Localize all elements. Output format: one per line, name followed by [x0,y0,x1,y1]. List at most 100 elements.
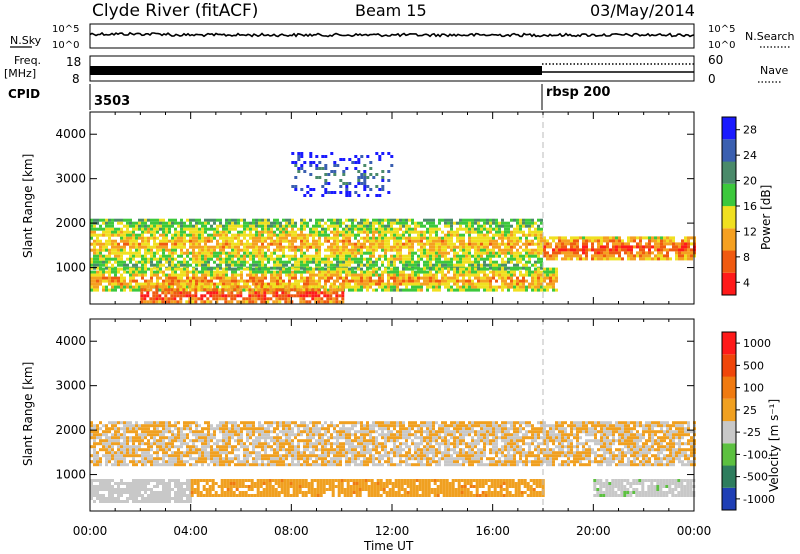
heatmap-cell [179,291,183,295]
heatmap-cell [233,288,237,292]
heatmap-cell [108,460,111,464]
heatmap-cell [666,236,669,240]
heatmap-cell [381,282,384,286]
heatmap-cell [176,300,180,304]
heatmap-cell [294,230,297,234]
heatmap-cell [393,276,396,280]
heatmap-cell [480,279,483,283]
heatmap-cell [266,285,270,289]
heatmap-cell [153,263,156,267]
heatmap-cell [357,170,361,173]
heatmap-cell [678,245,681,249]
heatmap-cell [153,245,156,249]
heatmap-cell [480,254,483,258]
heatmap-cell [132,224,135,228]
heatmap-cell [510,270,513,274]
heatmap-cell [243,263,246,267]
heatmap-cell [537,230,540,234]
heatmap-cell [681,254,684,258]
heatmap-cell [230,288,234,292]
heatmap-cell [546,239,549,243]
heatmap-cell [210,445,213,449]
heatmap-cell [384,233,387,237]
heatmap-cell [162,263,165,267]
heatmap-cell [309,442,312,446]
heatmap-cell [114,230,117,234]
heatmap-cell [171,270,174,274]
heatmap-cell [188,300,192,304]
heatmap-cell [105,218,108,222]
heatmap-cell [132,233,135,237]
heatmap-cell [363,285,366,289]
heatmap-cell [459,260,462,264]
heatmap-cell [291,248,294,252]
heatmap-cell [624,242,627,246]
heatmap-cell [246,282,249,286]
heatmap-cell [129,248,132,252]
heatmap-cell [534,254,537,258]
heatmap-cell [288,276,291,280]
heatmap-cell [336,245,339,249]
heatmap-cell [162,224,165,228]
heatmap-cell [552,248,555,252]
heatmap-cell [300,273,303,277]
heatmap-cell [257,297,261,301]
heatmap-cell [426,270,429,274]
heatmap-cell [489,248,492,252]
heatmap-cell [441,245,444,249]
heatmap-cell [528,285,531,289]
heatmap-cell [450,263,453,267]
heatmap-cell [120,257,123,261]
heatmap-cell [162,430,165,434]
heatmap-cell [513,279,516,283]
heatmap-cell [303,267,306,271]
heatmap-cell [426,263,429,267]
heatmap-cell [216,424,219,428]
heatmap-cell [417,233,420,237]
heatmap-cell [294,239,297,243]
heatmap-cell [156,276,159,280]
heatmap-cell [99,218,102,222]
heatmap-cell [669,236,672,240]
heatmap-cell [393,218,396,222]
heatmap-cell [315,442,318,446]
heatmap-cell [312,282,315,286]
heatmap-cell [320,291,324,295]
heatmap-cell [254,300,258,304]
heatmap-cell [222,276,225,280]
heatmap-cell [111,433,114,437]
heatmap-cell [239,288,243,292]
heatmap-cell [252,273,255,277]
heatmap-cell [318,176,322,179]
heatmap-cell [167,288,171,292]
heatmap-cell [405,260,408,264]
heatmap-cell [555,242,558,246]
heatmap-cell [369,273,372,277]
heatmap-cell [195,230,198,234]
heatmap-cell [306,185,310,188]
heatmap-cell [201,279,204,283]
heatmap-cell [387,218,390,222]
heatmap-cell [93,285,96,289]
heatmap-cell [519,288,522,292]
heatmap-cell [159,257,162,261]
heatmap-cell [315,439,318,443]
heatmap-cell [305,291,309,295]
heatmap-cell [260,294,264,298]
heatmap-cell [159,239,162,243]
heatmap-cell [120,239,123,243]
heatmap-cell [408,260,411,264]
heatmap-cell [186,279,189,283]
heatmap-cell [486,251,489,255]
heatmap-cell [156,251,159,255]
heatmap-cell [513,282,516,286]
heatmap-cell [357,276,360,280]
heatmap-cell [402,254,405,258]
heatmap-cell [372,245,375,249]
heatmap-cell [267,282,270,286]
heatmap-cell [243,442,246,446]
heatmap-cell [435,254,438,258]
heatmap-cell [237,463,240,467]
heatmap-cell [174,257,177,261]
heatmap-cell [105,263,108,267]
